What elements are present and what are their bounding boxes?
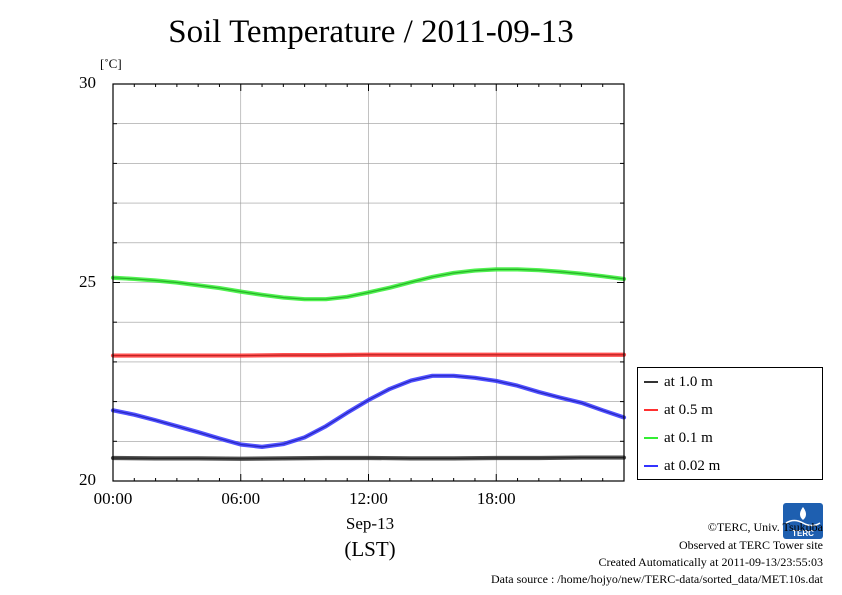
series-core-line-0 xyxy=(112,456,624,460)
legend-item: at 0.5 m xyxy=(644,400,713,420)
credit-copyright: ©TERC, Univ. Tsukuba xyxy=(707,520,823,534)
legend-swatch xyxy=(644,409,658,411)
series-core-line-2 xyxy=(112,268,625,300)
legend-item: at 0.02 m xyxy=(644,456,720,476)
credit-site: Observed at TERC Tower site xyxy=(678,538,823,552)
grid xyxy=(113,84,624,481)
logo-wave-icon xyxy=(785,519,821,527)
legend-item: at 1.0 m xyxy=(644,372,713,392)
x-tick-label: 12:00 xyxy=(349,489,388,508)
series-layer xyxy=(110,267,627,461)
logo-background xyxy=(783,503,823,539)
legend-label: at 0.02 m xyxy=(664,457,721,474)
legend-label: at 0.5 m xyxy=(664,401,713,418)
series-core-line-1 xyxy=(113,354,624,357)
credit-source: Data source : /home/hojyo/new/TERC-data/… xyxy=(490,572,823,586)
x-tick-label: 06:00 xyxy=(221,489,261,508)
series-core-line-3 xyxy=(112,375,625,448)
x-tick-label: 18:00 xyxy=(476,489,516,508)
tick-marks xyxy=(112,83,625,482)
logo-text: TERC xyxy=(792,529,814,538)
legend: at 1.0 m at 0.5 m at 0.1 m at 0.02 m xyxy=(637,367,823,480)
credit-created: Created Automatically at 2011-09-13/23:5… xyxy=(598,555,823,569)
y-tick-label: 25 xyxy=(79,271,96,291)
y-tick-label: 30 xyxy=(79,73,96,92)
logo-drop-icon xyxy=(800,507,806,520)
x-axis-date-label: Sep-13 xyxy=(345,514,395,533)
legend-swatch xyxy=(644,381,658,383)
legend-label: at 1.0 m xyxy=(664,373,713,390)
legend-item: at 0.1 m xyxy=(644,428,713,448)
legend-swatch xyxy=(644,465,658,467)
terc-logo: TERC xyxy=(783,503,823,539)
y-tick-label: 20 xyxy=(79,470,96,489)
legend-swatch xyxy=(644,437,658,439)
x-axis-timezone-label: (LST) xyxy=(344,537,396,561)
y-axis-unit: [˚C] xyxy=(100,56,122,71)
legend-label: at 0.1 m xyxy=(664,429,713,446)
x-tick-label: 00:00 xyxy=(93,489,133,508)
chart-title: Soil Temperature / 2011-09-13 xyxy=(168,14,574,50)
